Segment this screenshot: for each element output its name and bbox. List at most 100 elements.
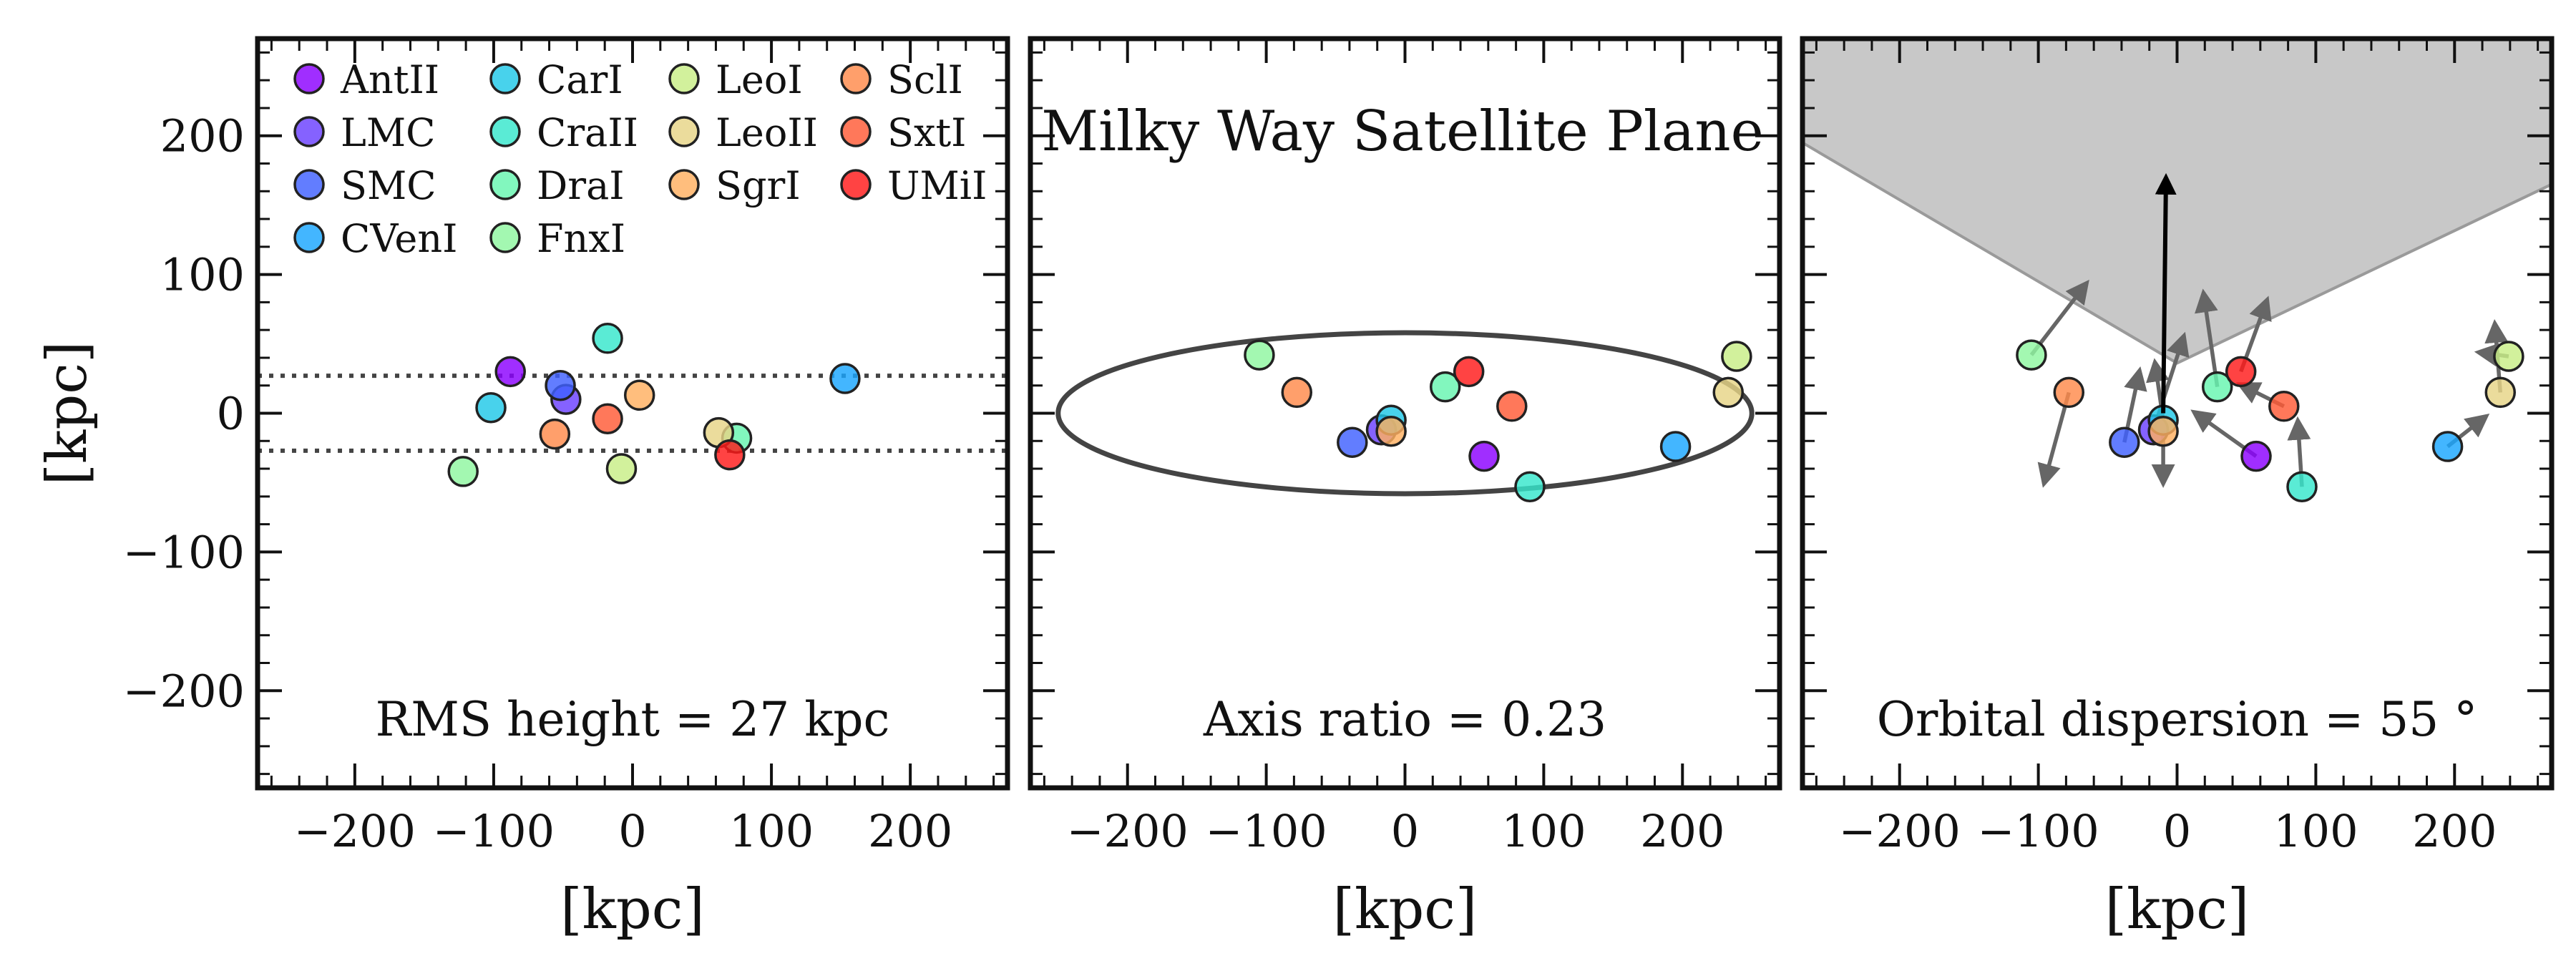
point-scli (2053, 376, 2085, 409)
legend-marker (489, 222, 521, 253)
x-axis-label: [kpc] (560, 877, 705, 942)
legend-label: SclI (887, 57, 963, 102)
x-tick-label: 0 (1391, 805, 1419, 857)
point-fnxi (447, 456, 479, 487)
point-antii (2240, 440, 2272, 472)
point-smc (545, 369, 576, 401)
y-tick-label: 100 (160, 249, 245, 301)
y-axis-label: [kpc] (35, 341, 99, 486)
point-sgri (2147, 415, 2179, 447)
legend-label: SgrI (716, 163, 801, 208)
x-tick-label: 200 (2412, 805, 2497, 857)
point-sgri (1375, 415, 1407, 447)
point-smc (2109, 426, 2140, 458)
point-scli (539, 418, 571, 450)
panel-rms-height: −200 −100 0 100 200 −200 −100 0 100 200 [kpc] [kpc]… (35, 36, 1010, 942)
legend-marker (293, 116, 325, 147)
x-axis-label: [kpc] (1333, 877, 1478, 942)
point-cari (475, 391, 507, 424)
legend-marker (668, 63, 700, 94)
y-tick-label: 200 (160, 110, 245, 162)
point-leoii (2484, 376, 2517, 409)
mean-orbit-arrow (2155, 172, 2177, 414)
x-tick-label: −200 (1839, 805, 1961, 857)
x-tick-label: 100 (729, 805, 814, 857)
point-antii (494, 356, 526, 388)
legend-marker (293, 222, 325, 253)
panel-annotation: RMS height = 27 kpc (376, 692, 890, 747)
legend-label: UMiI (887, 163, 987, 208)
point-antii (1468, 440, 1500, 472)
point-scli (1281, 376, 1313, 409)
point-leoi (2493, 341, 2524, 372)
y-tick-label: 0 (217, 388, 245, 440)
legend-label: LeoII (716, 110, 818, 155)
point-cveni (1659, 431, 1692, 462)
legend-marker (840, 63, 872, 94)
point-umii (714, 439, 746, 471)
x-tick-label: 200 (1640, 805, 1724, 857)
legend-marker (489, 169, 521, 200)
point-drai (2201, 371, 2233, 403)
legend-label: LeoI (716, 57, 803, 102)
legend-label: AntII (340, 57, 439, 102)
point-craii (1514, 471, 1546, 503)
point-umii (1453, 356, 1485, 388)
x-tick-label: 100 (1501, 805, 1586, 857)
legend-marker (293, 169, 325, 200)
legend-label: CVenI (341, 216, 457, 261)
legend-label: SMC (341, 163, 436, 208)
point-sxti (592, 403, 623, 435)
point-smc (1337, 426, 1368, 458)
point-craii (2286, 471, 2318, 503)
point-leoi (605, 453, 638, 484)
legend-marker (668, 169, 700, 200)
x-tick-label: −100 (1205, 805, 1327, 857)
velocity-arrow-drai (2195, 288, 2220, 388)
legend-label: CraII (537, 110, 638, 155)
legend-marker (489, 116, 521, 147)
panel-annotation: Orbital dispersion = 55 ° (1877, 692, 2478, 747)
x-tick-label: −200 (294, 805, 416, 857)
legend: AntII LMC SMC CVenI CarI CraII DraI FnxI LeoI Leo… (293, 57, 987, 261)
x-tick-label: 100 (2273, 805, 2358, 857)
legend-marker (840, 116, 872, 147)
legend-marker (293, 63, 325, 94)
x-tick-label: −100 (433, 805, 555, 857)
panel-annotation: Axis ratio = 0.23 (1203, 692, 1606, 747)
legend-marker (668, 116, 700, 147)
point-leoi (1721, 341, 1752, 372)
point-leoii (1712, 376, 1745, 409)
point-drai (1429, 371, 1461, 403)
legend-marker (840, 169, 872, 200)
legend-marker (489, 63, 521, 94)
panel-satellite-plane: −200 −100 0 100 200 [kpc] Axis ratio = 0.23 (1028, 36, 1782, 942)
x-tick-label: 0 (618, 805, 646, 857)
legend-label: CarI (537, 57, 623, 102)
legend-label: SxtI (887, 110, 966, 155)
point-cveni (829, 363, 861, 394)
legend-label: DraI (537, 163, 625, 208)
x-tick-label: 0 (2163, 805, 2191, 857)
legend-label: LMC (341, 110, 435, 155)
point-sxti (1496, 391, 1528, 422)
x-axis-label: [kpc] (2105, 877, 2250, 942)
point-fnxi (1244, 339, 1275, 371)
x-tick-label: −200 (1067, 805, 1189, 857)
dispersion-cone (1802, 39, 2552, 365)
point-fnxi (2016, 339, 2047, 371)
point-sgri (623, 379, 655, 411)
plane-ellipse (1055, 330, 1755, 497)
panel-orbital-dispersion: −200 −100 0 100 200 [kpc] Orbital dispersion =… (1800, 36, 2555, 942)
velocity-arrow-scli (2037, 391, 2071, 488)
point-craii (592, 323, 623, 354)
figure-title: Milky Way Satellite Plane (1041, 99, 1764, 164)
x-tick-label: 200 (868, 805, 952, 857)
point-cveni (2431, 431, 2464, 462)
legend-label: FnxI (537, 216, 625, 261)
y-tick-label: −100 (123, 526, 245, 578)
point-sxti (2268, 391, 2300, 422)
y-tick-label: −200 (123, 665, 245, 717)
point-umii (2225, 356, 2257, 388)
